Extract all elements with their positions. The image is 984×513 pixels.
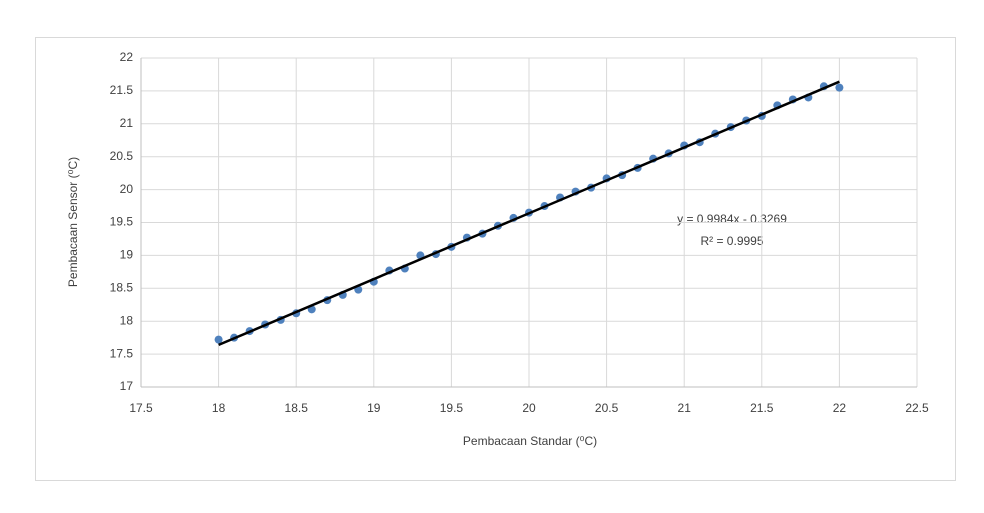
- chart-border: [35, 37, 956, 481]
- y-tick-label: 21.5: [110, 83, 134, 97]
- x-tick-label: 22: [833, 401, 847, 415]
- y-tick-label: 21: [120, 116, 134, 130]
- y-tick-label: 20: [120, 182, 134, 196]
- x-tick-label: 20: [522, 401, 536, 415]
- x-axis-title: Pembacaan Standar (⁰C): [463, 434, 597, 448]
- y-tick-label: 17.5: [110, 346, 134, 360]
- y-tick-label: 17: [120, 379, 134, 393]
- y-tick-label: 18.5: [110, 280, 134, 294]
- point: [835, 83, 844, 92]
- x-tick-label: 22.5: [905, 401, 929, 415]
- x-tick-label: 17.5: [129, 401, 153, 415]
- trendline-equation: y = 0.9984x - 0.3269: [677, 212, 787, 226]
- y-axis-title: Pembacaan Sensor (⁰C): [66, 157, 80, 287]
- y-tick-label: 19.5: [110, 215, 134, 229]
- y-tick-label: 22: [120, 50, 134, 64]
- y-tick-label: 20.5: [110, 149, 134, 163]
- y-tick-label: 19: [120, 248, 134, 262]
- x-tick-label: 19: [367, 401, 381, 415]
- x-tick-label: 21: [678, 401, 692, 415]
- x-tick-label: 21.5: [750, 401, 774, 415]
- x-tick-label: 20.5: [595, 401, 619, 415]
- point: [214, 335, 223, 344]
- x-tick-label: 18: [212, 401, 226, 415]
- x-tick-label: 18.5: [285, 401, 309, 415]
- y-tick-label: 18: [120, 313, 134, 327]
- trendline-r2: R² = 0.9995: [700, 234, 763, 248]
- trendline: [218, 80, 840, 347]
- x-tick-label: 19.5: [440, 401, 464, 415]
